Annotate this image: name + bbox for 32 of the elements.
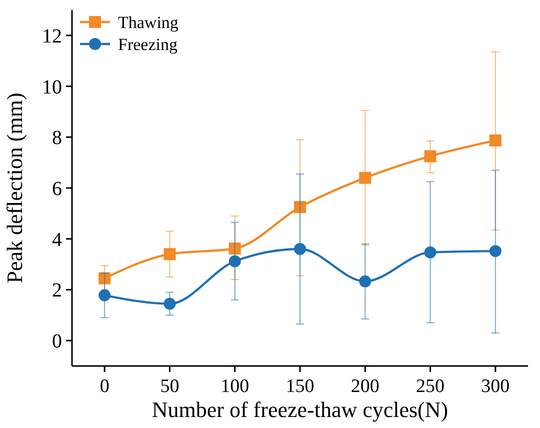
point [294,201,306,214]
point [489,134,502,146]
point [424,150,436,162]
point [424,246,436,258]
x-tick-label: 300 [481,376,510,397]
point [359,275,372,288]
x-tick-label: 50 [160,376,180,397]
x-axis-title: Number of freeze-thaw cycles(N) [152,397,448,422]
point [98,289,111,302]
x-tick-label: 150 [286,376,314,397]
y-tick-label: 0 [52,330,62,353]
point [164,298,176,310]
y-tick-label: 8 [52,127,62,150]
x-tick-label: 100 [220,376,250,397]
point [164,248,176,260]
point [98,272,111,284]
point [294,243,306,256]
y-axis-title: Peak deflection (mm) [2,92,27,284]
y-tick-label: 2 [52,280,62,302]
point [228,255,241,268]
legend-label: Freezing [118,34,178,54]
y-tick-label: 10 [42,76,62,98]
point [489,245,502,258]
point [228,242,241,255]
x-tick-label: 200 [350,376,380,397]
y-tick-label: 4 [52,228,62,251]
legend-label: Thawing [118,12,179,32]
x-tick-label: 0 [100,376,110,397]
point [359,172,372,184]
y-tick-label: 12 [42,25,62,48]
y-tick-label: 6 [52,178,62,200]
x-tick-label: 250 [416,376,445,397]
